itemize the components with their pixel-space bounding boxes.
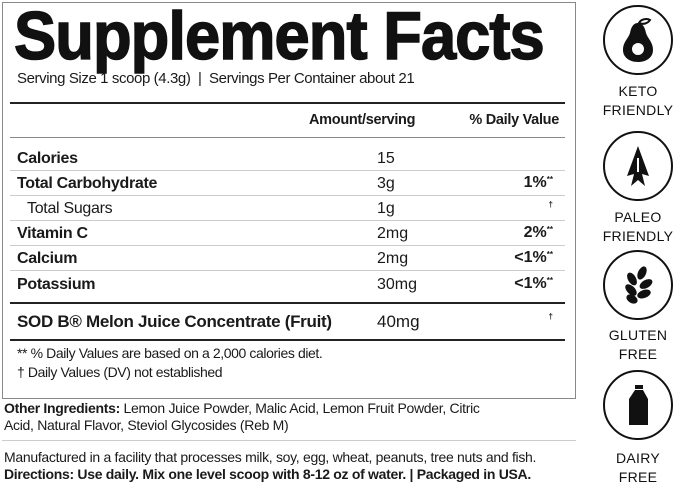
- nutrient-dv: †: [549, 311, 553, 329]
- nutrient-name: SOD B® Melon Juice Concentrate (Fruit): [17, 312, 332, 331]
- nutrient-dv: 1%**: [524, 174, 553, 192]
- dv-value: 2%: [523, 224, 547, 241]
- nutrient-name: Calories: [17, 150, 78, 167]
- other-ingredients-line1: Lemon Juice Powder, Malic Acid, Lemon Fr…: [119, 400, 480, 416]
- nutrient-dv: <1%**: [514, 275, 553, 293]
- nutrient-dv: †: [549, 199, 553, 217]
- divider: [10, 339, 565, 341]
- nutrient-amount: 2mg: [377, 225, 409, 242]
- amount-header: Amount/serving: [309, 112, 416, 128]
- dv-mark: †: [548, 200, 553, 209]
- divider: [10, 102, 565, 104]
- milk-bottle-icon: [603, 370, 673, 440]
- dv-mark: **: [546, 175, 553, 184]
- dv-value: <1%: [514, 275, 547, 292]
- badge-label: DAIRY: [615, 450, 661, 466]
- badge-keto: KETO FRIENDLY: [588, 82, 679, 120]
- badge-label: GLUTEN: [608, 327, 668, 343]
- avocado-icon: [603, 5, 673, 75]
- other-ingredients: Other Ingredients: Lemon Juice Powder, M…: [4, 400, 480, 416]
- nutrient-row: SOD B® Melon Juice Concentrate (Fruit) 4…: [10, 308, 565, 333]
- nutrient-row: Calories 15: [10, 146, 565, 171]
- arrowhead-icon: [603, 131, 673, 201]
- nutrient-amount: 30mg: [377, 276, 418, 293]
- other-ingredients-label: Other Ingredients:: [4, 400, 120, 416]
- nutrient-name: Total Sugars: [27, 200, 113, 217]
- nutrient-row: Calcium 2mg <1%**: [10, 246, 565, 271]
- footnote-dagger: † Daily Values (DV) not established: [17, 364, 223, 380]
- dv-mark: **: [546, 250, 553, 259]
- nutrient-row: Vitamin C 2mg 2%**: [10, 221, 565, 246]
- nutrient-name: Calcium: [17, 250, 78, 267]
- nutrient-dv: <1%**: [514, 249, 553, 267]
- badge-dairy: DAIRY FREE: [588, 449, 679, 487]
- footnote-dv: ** % Daily Values are based on a 2,000 c…: [17, 345, 323, 361]
- dv-mark: **: [546, 276, 553, 285]
- badge-gluten: GLUTEN FREE: [588, 326, 679, 364]
- dv-mark: **: [546, 225, 553, 234]
- badge-label: KETO: [618, 83, 658, 99]
- supplement-facts-panel: [2, 2, 576, 399]
- divider: [2, 440, 576, 441]
- dv-value: 1%: [523, 174, 547, 191]
- divider: [10, 302, 565, 304]
- badge-paleo: PALEO FRIENDLY: [588, 208, 679, 246]
- nutrient-row: Total Sugars 1g †: [10, 196, 565, 221]
- badge-label: PALEO: [614, 209, 662, 225]
- nutrient-amount: 3g: [377, 175, 395, 192]
- directions: Directions: Use daily. Mix one level sco…: [4, 466, 531, 482]
- nutrient-row: Total Carbohydrate 3g 1%**: [10, 171, 565, 196]
- nutrient-row: Potassium 30mg <1%**: [10, 272, 565, 297]
- nutrient-amount: 2mg: [377, 250, 409, 267]
- nutrient-name: Potassium: [17, 276, 96, 293]
- facility-statement: Manufactured in a facility that processe…: [4, 449, 537, 465]
- nutrient-name: Vitamin C: [17, 225, 88, 242]
- serving-info: Serving Size 1 scoop (4.3g) | Servings P…: [17, 70, 415, 87]
- divider: [10, 137, 565, 138]
- dv-header: % Daily Value: [469, 112, 559, 128]
- nutrient-amount: 15: [377, 150, 395, 167]
- nutrient-dv: 2%**: [524, 224, 553, 242]
- other-ingredients-line2: Acid, Natural Flavor, Steviol Glycosides…: [4, 417, 289, 433]
- wheat-icon: [603, 250, 673, 320]
- panel-title: Supplement Facts: [13, 0, 545, 74]
- dv-mark: †: [548, 312, 553, 321]
- badge-label: FRIENDLY: [602, 228, 674, 244]
- nutrient-amount: 1g: [377, 200, 395, 217]
- dv-value: <1%: [514, 249, 547, 266]
- badge-label: FRIENDLY: [602, 102, 674, 118]
- nutrient-amount: 40mg: [377, 312, 420, 331]
- nutrient-name: Total Carbohydrate: [17, 175, 158, 192]
- badge-label: FREE: [618, 469, 658, 485]
- badge-label: FREE: [618, 346, 658, 362]
